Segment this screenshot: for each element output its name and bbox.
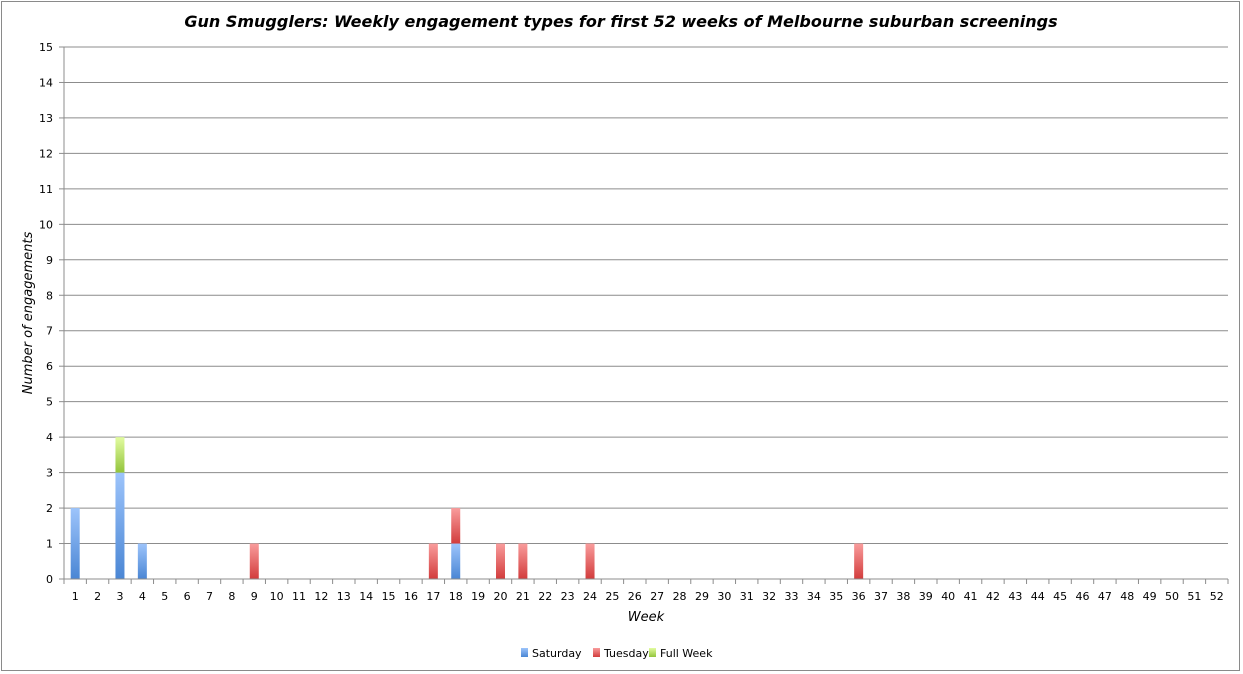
bar-saturday-week-4 xyxy=(137,543,147,579)
x-tick-label: 10 xyxy=(270,590,284,603)
y-tick-label: 14 xyxy=(39,76,53,89)
bar-tuesday-week-24 xyxy=(585,543,595,579)
x-tick-label: 28 xyxy=(673,590,687,603)
x-tick-label: 21 xyxy=(516,590,530,603)
legend-label: Saturday xyxy=(532,647,582,660)
x-tick-label: 44 xyxy=(1031,590,1045,603)
x-tick-label: 33 xyxy=(785,590,799,603)
y-tick-label: 10 xyxy=(39,218,53,231)
y-tick-label: 9 xyxy=(46,254,53,267)
y-tick-label: 3 xyxy=(46,467,53,480)
x-tick-label: 8 xyxy=(228,590,235,603)
legend-label: Tuesday xyxy=(603,647,649,660)
x-tick-label: 27 xyxy=(650,590,664,603)
bar-tuesday-week-20 xyxy=(496,543,505,579)
x-tick-label: 51 xyxy=(1187,590,1201,603)
x-tick-label: 5 xyxy=(161,590,168,603)
y-tick-label: 15 xyxy=(39,41,53,54)
bar-saturday-week-3 xyxy=(115,472,125,579)
x-tick-label: 34 xyxy=(807,590,821,603)
y-tick-label: 2 xyxy=(46,502,53,515)
x-tick-label: 42 xyxy=(986,590,1000,603)
x-tick-label: 20 xyxy=(494,590,508,603)
x-tick-label: 24 xyxy=(583,590,597,603)
x-tick-label: 37 xyxy=(874,590,888,603)
x-tick-label: 22 xyxy=(538,590,552,603)
bar-saturday-week-18 xyxy=(451,543,461,579)
x-tick-label: 13 xyxy=(337,590,351,603)
chart-title: Gun Smugglers: Weekly engagement types f… xyxy=(184,12,1057,31)
x-tick-label: 35 xyxy=(829,590,843,603)
x-axis-label: Week xyxy=(628,610,665,625)
legend-swatch xyxy=(593,648,600,657)
x-tick-label: 19 xyxy=(471,590,485,603)
bar-tuesday-week-36 xyxy=(854,543,864,579)
y-tick-label: 6 xyxy=(46,360,53,373)
x-tick-label: 6 xyxy=(184,590,191,603)
bars xyxy=(70,437,864,579)
legend-swatch xyxy=(521,648,528,657)
x-tick-label: 38 xyxy=(896,590,910,603)
x-tick-label: 14 xyxy=(359,590,373,603)
x-tick-label: 40 xyxy=(941,590,955,603)
bar-tuesday-week-21 xyxy=(518,543,528,579)
x-tick-label: 12 xyxy=(314,590,328,603)
y-tick-label: 11 xyxy=(39,183,53,196)
bar-tuesday-week-9 xyxy=(249,543,259,579)
legend-label: Full Week xyxy=(660,647,713,660)
x-tick-label: 25 xyxy=(605,590,619,603)
bar-tuesday-week-17 xyxy=(428,543,438,579)
x-tick-label: 39 xyxy=(919,590,933,603)
y-tick-label: 0 xyxy=(46,573,53,586)
x-tick-label: 50 xyxy=(1165,590,1179,603)
y-tick-label: 8 xyxy=(46,289,53,302)
x-tick-label: 30 xyxy=(717,590,731,603)
legend-swatch xyxy=(649,648,656,657)
x-tick-label: 43 xyxy=(1008,590,1022,603)
x-tick-label: 18 xyxy=(449,590,463,603)
x-tick-label: 15 xyxy=(382,590,396,603)
x-tick-label: 47 xyxy=(1098,590,1112,603)
x-tick-label: 29 xyxy=(695,590,709,603)
x-tick-label: 4 xyxy=(139,590,146,603)
y-tick-label: 13 xyxy=(39,112,53,125)
x-tick-label: 16 xyxy=(404,590,418,603)
x-tick-label: 2 xyxy=(94,590,101,603)
x-tick-label: 32 xyxy=(762,590,776,603)
bar-full-week-week-3 xyxy=(115,437,125,473)
gridlines xyxy=(64,46,1228,545)
x-tick-label: 17 xyxy=(426,590,440,603)
x-tick-label: 48 xyxy=(1120,590,1134,603)
x-tick-label: 11 xyxy=(292,590,306,603)
x-tick-label: 3 xyxy=(116,590,123,603)
y-tick-label: 5 xyxy=(46,396,53,409)
x-tick-label: 36 xyxy=(852,590,866,603)
x-tick-label: 23 xyxy=(561,590,575,603)
x-tick-label: 9 xyxy=(251,590,258,603)
legend: Saturday Tuesday Full Week xyxy=(521,647,713,660)
x-tick-label: 45 xyxy=(1053,590,1067,603)
y-tick-label: 12 xyxy=(39,147,53,160)
y-axis-label: Number of engagements xyxy=(21,232,36,395)
bar-tuesday-week-18 xyxy=(451,508,461,544)
x-tick-label: 1 xyxy=(72,590,79,603)
x-tick-label: 7 xyxy=(206,590,213,603)
x-tick-label: 41 xyxy=(964,590,978,603)
x-tick-label: 49 xyxy=(1143,590,1157,603)
x-tick-label: 46 xyxy=(1076,590,1090,603)
x-tick-label: 31 xyxy=(740,590,754,603)
bar-saturday-week-1 xyxy=(70,508,80,579)
y-tick-label: 1 xyxy=(46,538,53,551)
x-tick-label: 52 xyxy=(1210,590,1224,603)
y-tick-label: 4 xyxy=(46,431,53,444)
x-tick-label: 26 xyxy=(628,590,642,603)
y-tick-label: 7 xyxy=(46,325,53,338)
